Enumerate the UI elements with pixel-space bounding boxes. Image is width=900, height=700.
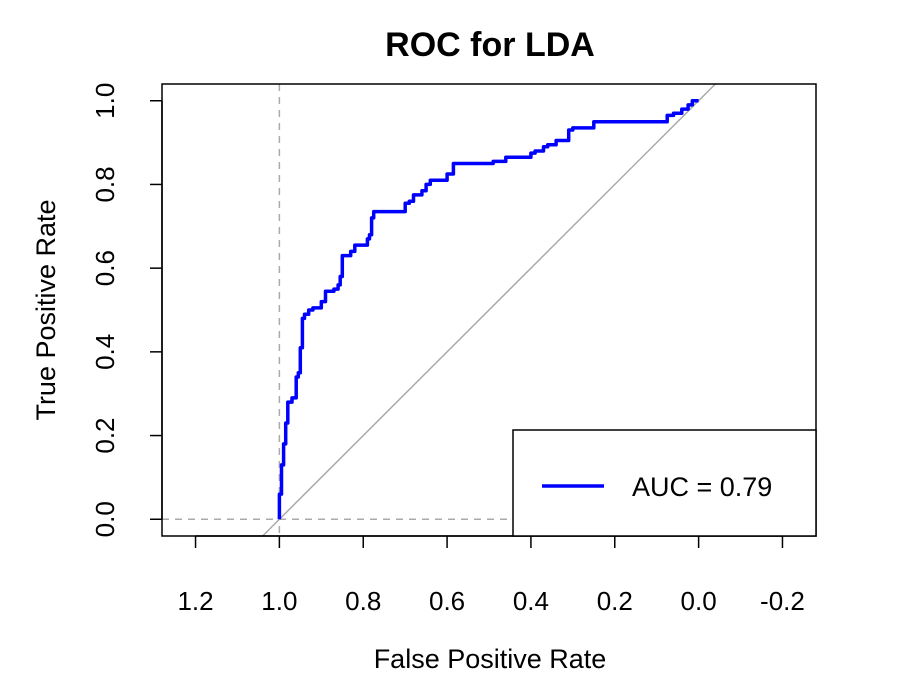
chart-title: ROC for LDA	[385, 26, 595, 64]
x-axis: 1.2 1.0 0.8 0.6 0.4 0.2 0.0 -0.2	[177, 535, 805, 616]
y-axis: 0.0 0.2 0.4 0.6 0.8 1.0	[90, 83, 163, 537]
x-tick-label: 0.6	[429, 586, 465, 616]
y-tick-label: 0.8	[90, 166, 120, 202]
x-tick-label: -0.2	[760, 586, 805, 616]
x-tick-label: 0.8	[345, 586, 381, 616]
legend-box	[512, 429, 817, 537]
roc-curve-line-0	[277, 98, 699, 520]
diagonal-reference-line	[262, 83, 716, 537]
x-tick-label: 0.2	[597, 586, 633, 616]
legend-label: AUC = 0.79	[632, 472, 772, 502]
y-axis-title: True Positive Rate	[31, 199, 61, 420]
y-tick-label: 0.0	[90, 501, 120, 537]
y-tick-label: 0.2	[90, 417, 120, 453]
series-layer	[277, 98, 699, 520]
y-tick-label: 1.0	[90, 83, 120, 119]
reference-lines	[162, 83, 816, 537]
x-tick-label: 0.0	[681, 586, 717, 616]
x-axis-title: False Positive Rate	[374, 644, 607, 674]
x-tick-label: 1.2	[177, 586, 213, 616]
legend: AUC = 0.79	[512, 429, 817, 537]
y-tick-label: 0.4	[90, 334, 120, 370]
x-tick-label: 0.4	[513, 586, 549, 616]
x-tick-label: 1.0	[261, 586, 297, 616]
y-tick-label: 0.6	[90, 250, 120, 286]
